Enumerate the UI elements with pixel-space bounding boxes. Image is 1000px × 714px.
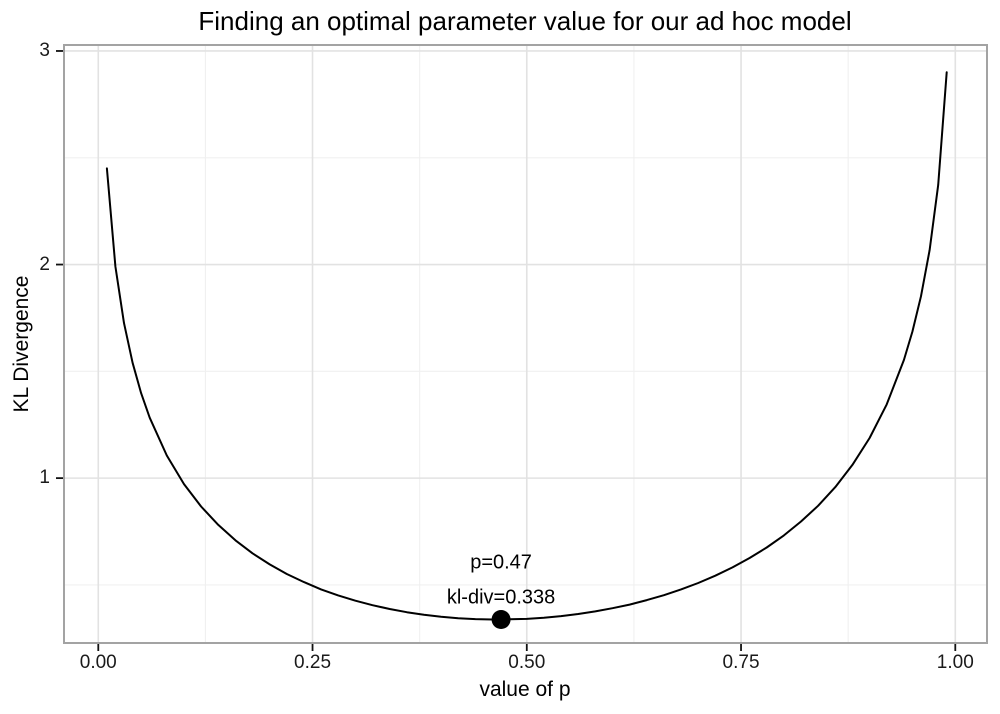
x-axis-label: value of p xyxy=(479,678,571,701)
annotation-p-value: p=0.47 xyxy=(470,551,532,573)
x-tick-label: 0.50 xyxy=(508,652,546,673)
x-tick-label: 0.00 xyxy=(79,652,117,673)
y-tick-label: 3 xyxy=(39,39,50,61)
y-axis-label: KL Divergence xyxy=(10,275,33,413)
x-tick-label: 0.25 xyxy=(294,652,332,673)
x-tick-label: 1.00 xyxy=(936,652,974,673)
panel-border xyxy=(63,44,988,644)
panel-background xyxy=(64,45,987,643)
y-tick-label: 1 xyxy=(39,467,50,489)
kl-divergence-curve xyxy=(105,71,948,621)
x-tick-label: 0.75 xyxy=(722,652,760,673)
minimum-point xyxy=(491,610,511,630)
chart-title: Finding an optimal parameter value for o… xyxy=(198,6,852,36)
y-tick-label: 2 xyxy=(39,253,50,275)
annotation-kl-div-value: kl-div=0.338 xyxy=(446,586,556,608)
